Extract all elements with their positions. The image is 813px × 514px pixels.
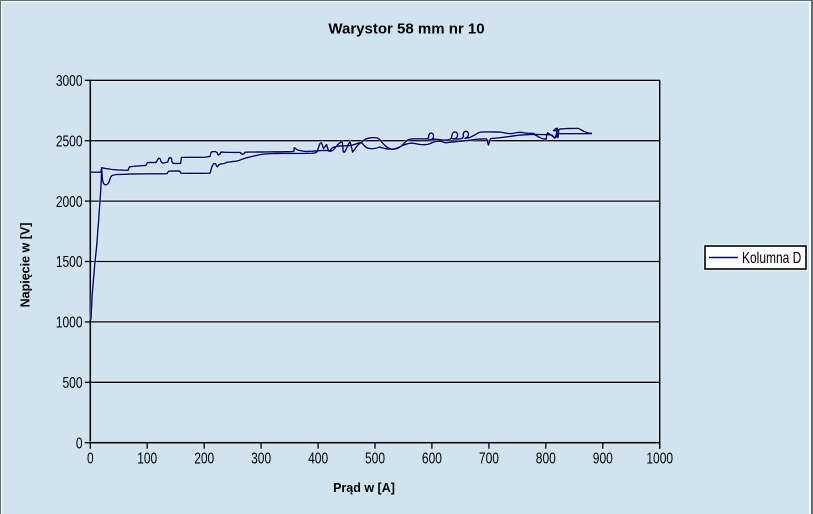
svg-text:Napięcie w [V]: Napięcie w [V]: [19, 223, 33, 308]
svg-text:400: 400: [308, 449, 328, 467]
svg-text:0: 0: [76, 434, 83, 452]
svg-text:Kolumna D: Kolumna D: [742, 249, 801, 267]
svg-text:700: 700: [479, 449, 499, 467]
svg-text:3000: 3000: [56, 71, 83, 89]
svg-text:1000: 1000: [56, 313, 83, 331]
svg-text:2000: 2000: [56, 192, 83, 210]
svg-text:2500: 2500: [56, 132, 83, 150]
svg-text:Warystor 58 mm nr 10: Warystor 58 mm nr 10: [328, 21, 484, 38]
svg-text:800: 800: [536, 449, 556, 467]
svg-text:0: 0: [87, 449, 94, 467]
svg-text:500: 500: [62, 373, 82, 391]
svg-text:100: 100: [137, 449, 157, 467]
svg-text:Prąd w [A]: Prąd w [A]: [333, 481, 395, 495]
svg-text:1000: 1000: [646, 449, 673, 467]
svg-text:600: 600: [422, 449, 442, 467]
svg-text:1500: 1500: [56, 253, 83, 271]
svg-text:300: 300: [251, 449, 271, 467]
svg-text:200: 200: [194, 449, 214, 467]
svg-text:900: 900: [593, 449, 613, 467]
svg-text:500: 500: [365, 449, 385, 467]
